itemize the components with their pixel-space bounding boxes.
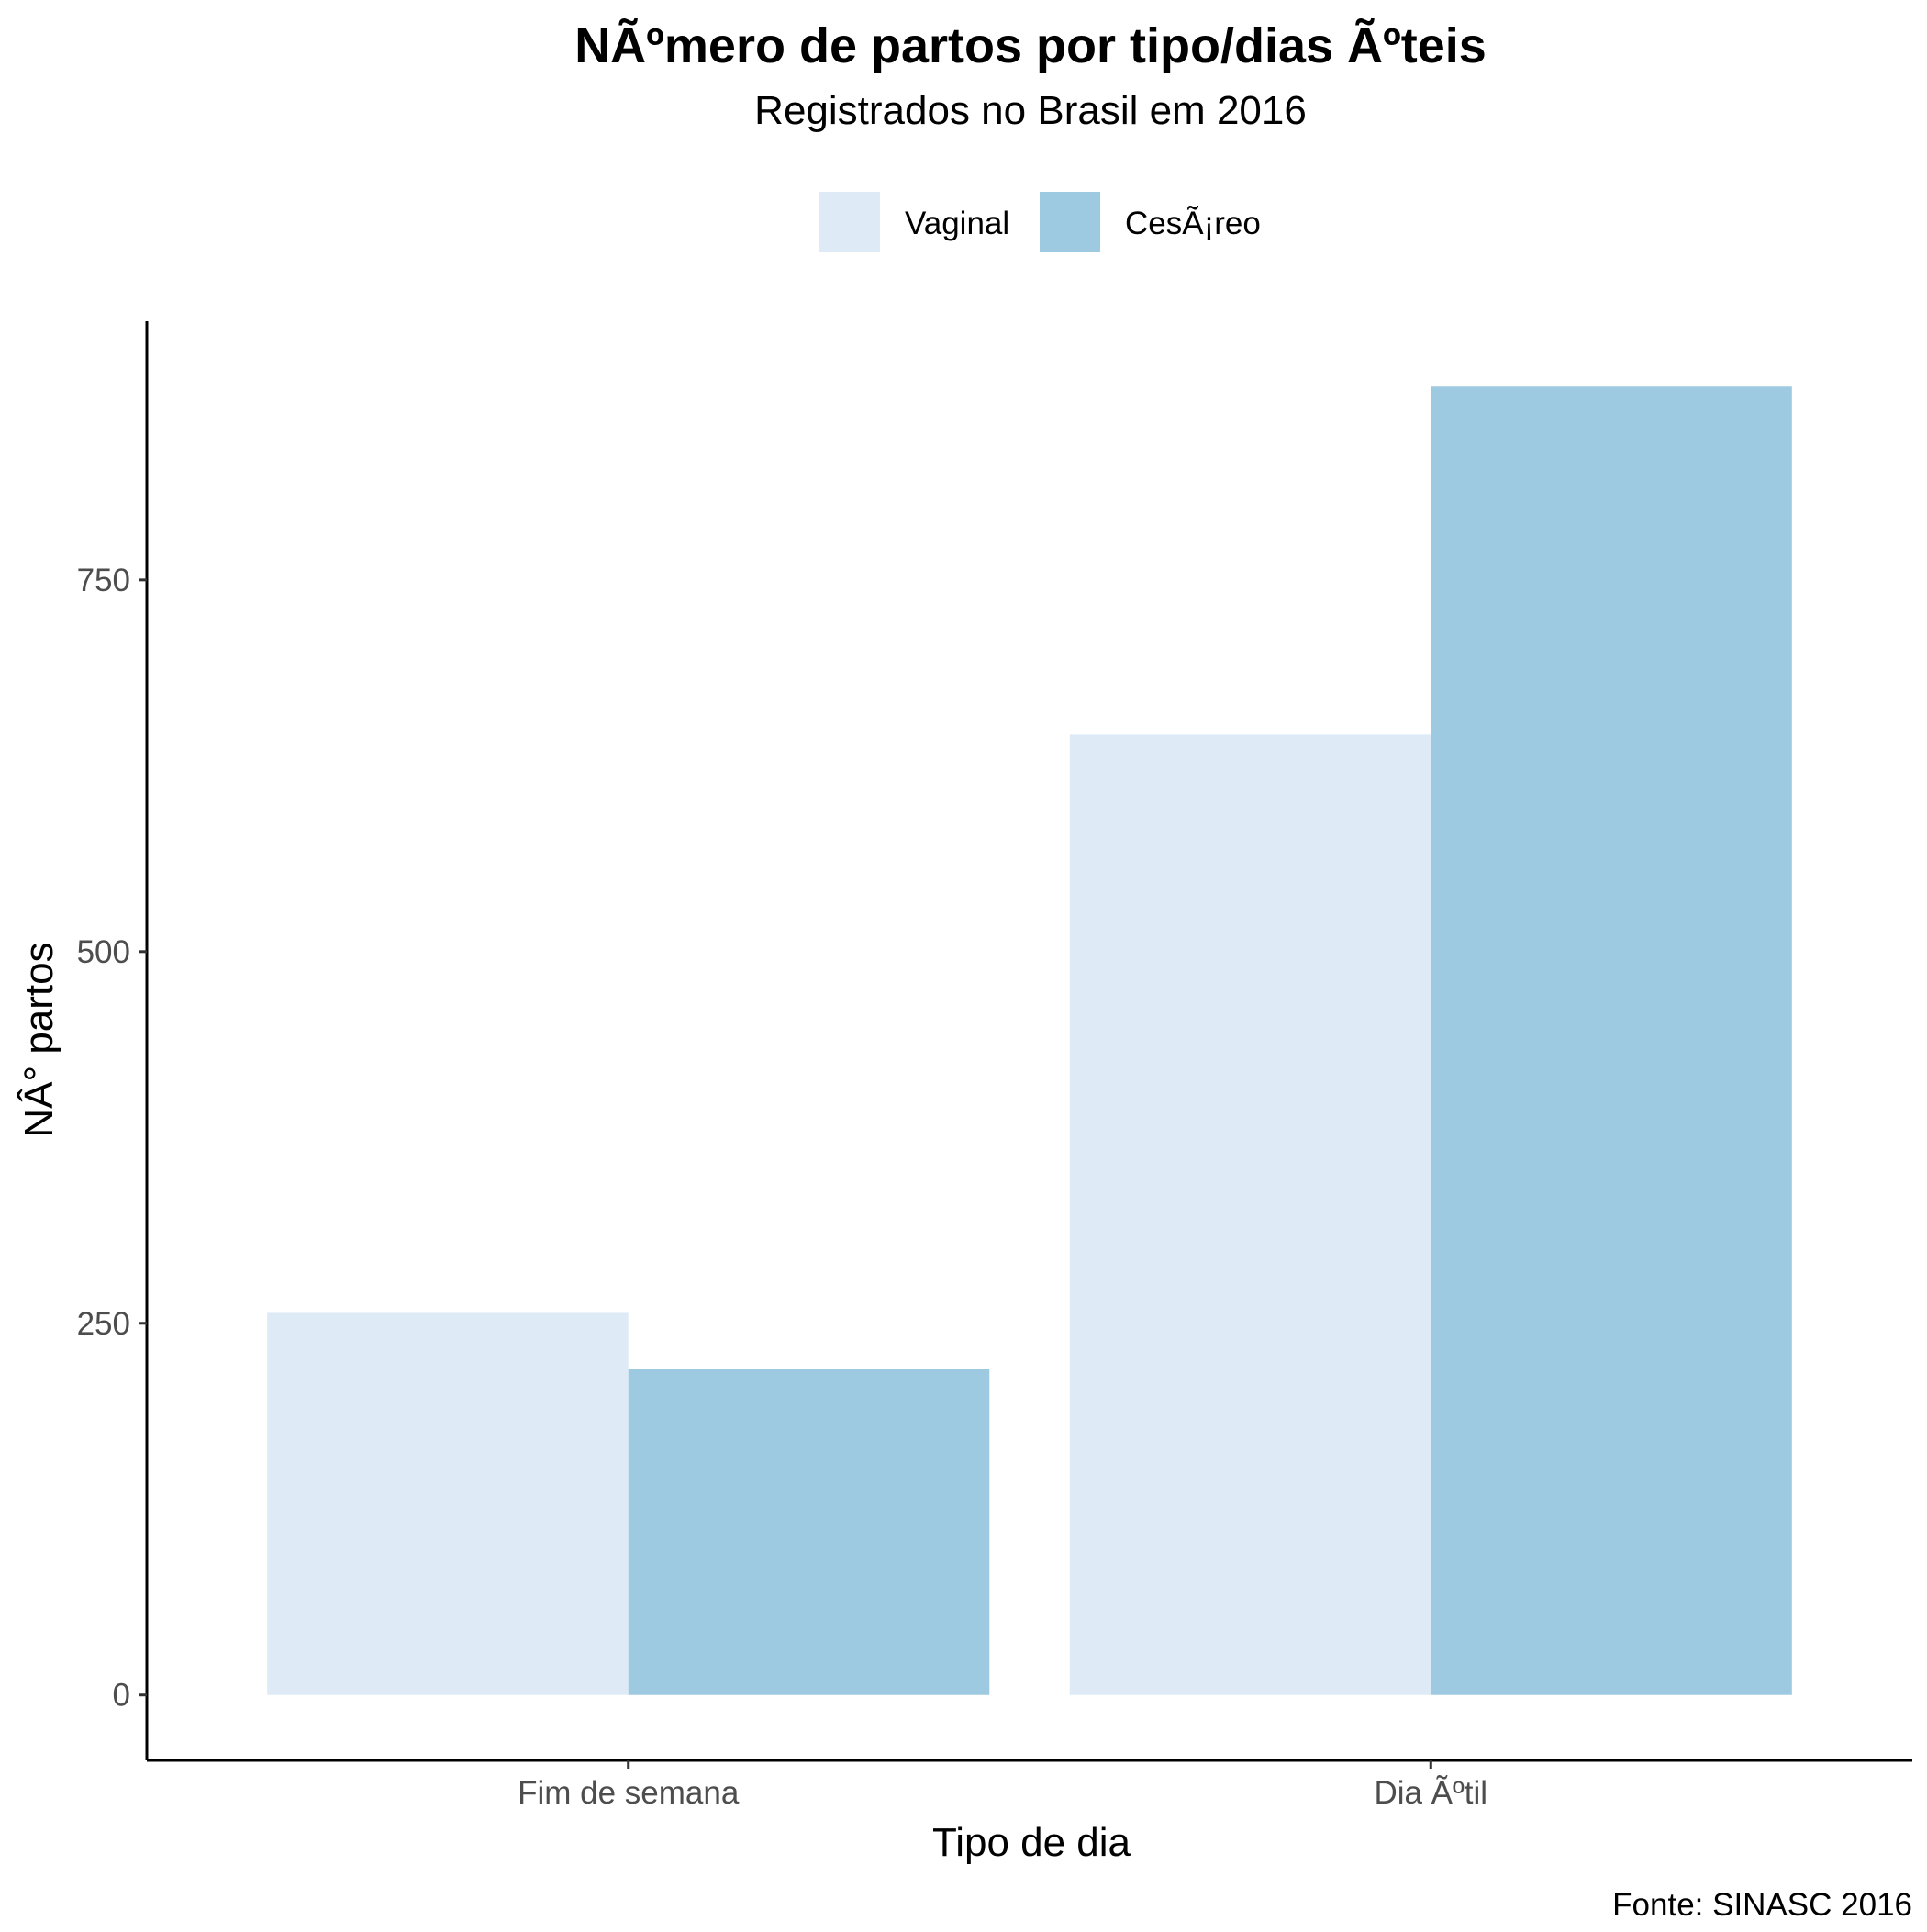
bar-group <box>267 386 1792 1694</box>
bar-vaginal-fim-de-semana <box>267 1312 629 1694</box>
x-tick-label: Dia Ãºtil <box>1374 1775 1487 1811</box>
bar-ces-reo-fim-de-semana <box>629 1369 990 1695</box>
legend-key-vaginal <box>819 192 880 252</box>
chart-caption: Fonte: SINASC 2016 <box>1612 1887 1912 1923</box>
chart-legend: Vaginal CesÃ¡reo <box>819 192 1261 252</box>
y-axis-title: NÂ° partos <box>17 942 61 1137</box>
y-tick-label: 0 <box>113 1678 130 1714</box>
x-axis: Fim de semana Dia Ãºtil <box>147 1760 1912 1811</box>
bar-ces-reo-dia-til <box>1431 386 1792 1694</box>
bar-vaginal-dia-til <box>1070 734 1431 1694</box>
y-tick-label: 750 <box>77 563 130 598</box>
y-tick-label: 500 <box>77 934 130 970</box>
y-axis: 0 250 500 750 <box>77 321 147 1760</box>
chart-subtitle: Registrados no Brasil em 2016 <box>754 88 1307 133</box>
chart-title: NÃºmero de partos por tipo/dias Ãºteis <box>574 18 1487 73</box>
legend-label-ces-reo: CesÃ¡reo <box>1125 206 1261 241</box>
legend-key-ces-reo <box>1040 192 1100 252</box>
legend-label-vaginal: Vaginal <box>905 206 1009 241</box>
y-tick-label: 250 <box>77 1306 130 1342</box>
x-axis-title: Tipo de dia <box>932 1820 1131 1865</box>
x-tick-label: Fim de semana <box>518 1775 740 1811</box>
